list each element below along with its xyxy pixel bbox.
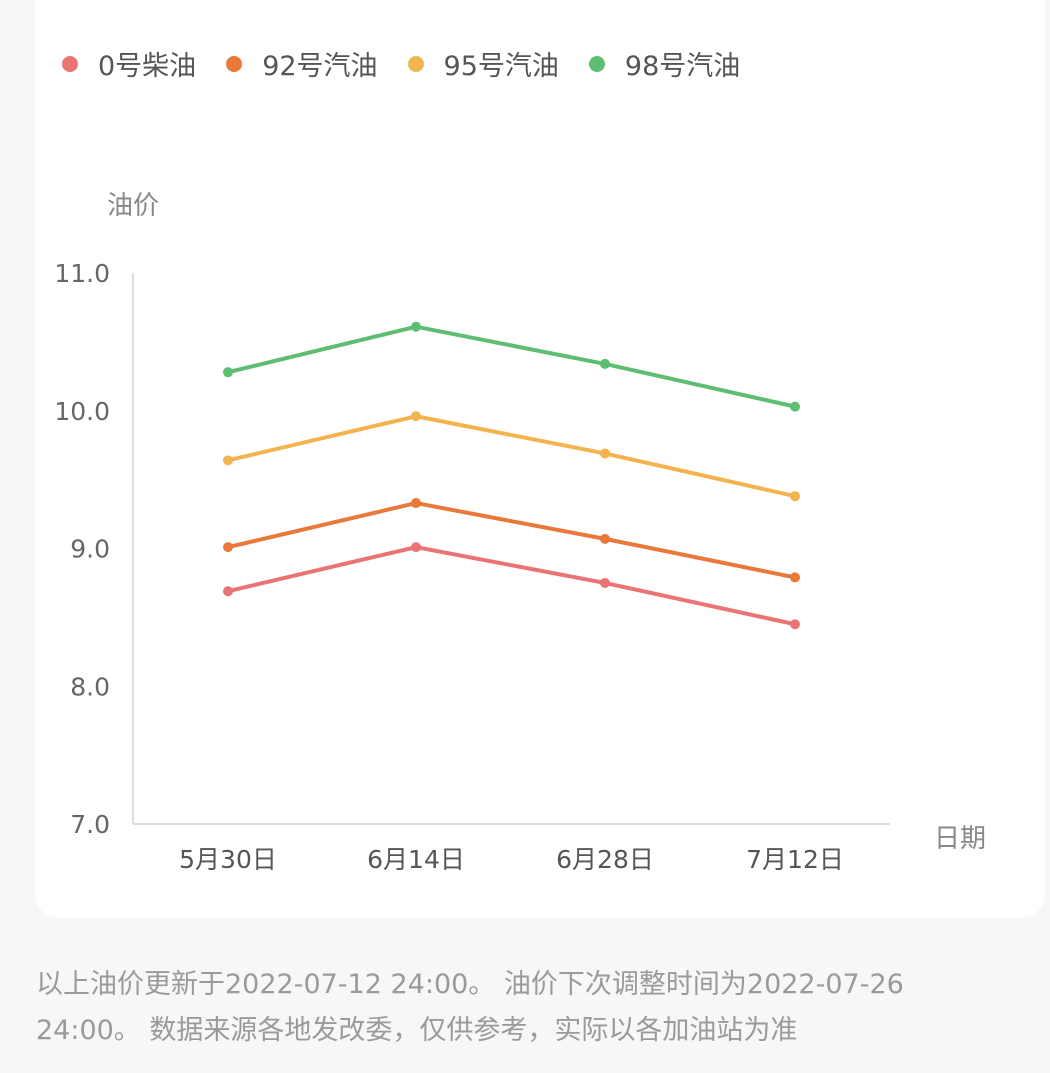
line-chart: 7.0 8.0 9.0 10.0 11.0 5月30日 6月14日 6月28日 7月12日 油价日… bbox=[54, 191, 986, 874]
series-line bbox=[227, 414, 796, 499]
data-point bbox=[790, 572, 800, 583]
legend-label: 95号汽油 bbox=[443, 51, 559, 82]
data-point bbox=[411, 542, 421, 553]
data-point bbox=[790, 491, 800, 502]
x-axis-title: 日期 bbox=[934, 824, 986, 854]
data-point bbox=[411, 321, 421, 332]
legend-item[interactable]: 0号柴油 bbox=[62, 44, 196, 83]
y-tick-label: 9.0 bbox=[70, 535, 110, 564]
chart-card bbox=[35, 0, 1045, 918]
legend-dot-icon bbox=[588, 55, 605, 72]
y-tick-label: 11.0 bbox=[54, 259, 110, 288]
data-point bbox=[600, 577, 610, 588]
footer-note: 以上油价更新于2022-07-12 24:00。 油价下次调整时间为2022-0… bbox=[36, 962, 1016, 1054]
data-point bbox=[411, 411, 421, 422]
legend-dot-icon bbox=[62, 55, 78, 72]
legend-label: 98号汽油 bbox=[624, 51, 741, 82]
legend-label: 0号柴油 bbox=[98, 51, 197, 82]
data-point bbox=[223, 367, 233, 378]
series-line bbox=[227, 324, 796, 409]
y-tick-label: 8.0 bbox=[70, 672, 110, 701]
x-tick-label: 6月14日 bbox=[367, 845, 465, 874]
legend-item[interactable]: 98号汽油 bbox=[588, 44, 741, 83]
data-point bbox=[790, 401, 800, 412]
data-point bbox=[790, 619, 800, 630]
x-tick-label: 5月30日 bbox=[179, 845, 277, 874]
y-tick-label: 7.0 bbox=[70, 810, 110, 839]
data-point bbox=[600, 533, 610, 544]
data-point bbox=[223, 455, 233, 466]
data-point bbox=[223, 586, 233, 597]
data-point bbox=[411, 498, 421, 509]
data-point bbox=[223, 542, 233, 553]
legend-item[interactable]: 95号汽油 bbox=[407, 44, 559, 83]
x-tick-label: 7月12日 bbox=[746, 845, 844, 874]
legend-dot-icon bbox=[226, 55, 243, 72]
chart-legend: 0号柴油 92号汽油 95号汽油 98号汽油 bbox=[62, 44, 770, 83]
x-tick-label: 6月28日 bbox=[556, 845, 654, 874]
data-point bbox=[600, 448, 610, 459]
footer-line-2: 24:00。 数据来源各地发改委，仅供参考，实际以各加油站为准 bbox=[36, 1015, 798, 1046]
series-line bbox=[227, 501, 796, 580]
legend-dot-icon bbox=[407, 55, 424, 72]
data-point bbox=[600, 358, 610, 369]
y-tick-label: 10.0 bbox=[54, 397, 110, 426]
legend-label: 92号汽油 bbox=[262, 51, 378, 82]
series-line bbox=[227, 545, 796, 627]
legend-item[interactable]: 92号汽油 bbox=[226, 44, 378, 83]
y-axis-title: 油价 bbox=[107, 191, 159, 221]
footer-line-1: 以上油价更新于2022-07-12 24:00。 油价下次调整时间为2022-0… bbox=[36, 969, 904, 1000]
